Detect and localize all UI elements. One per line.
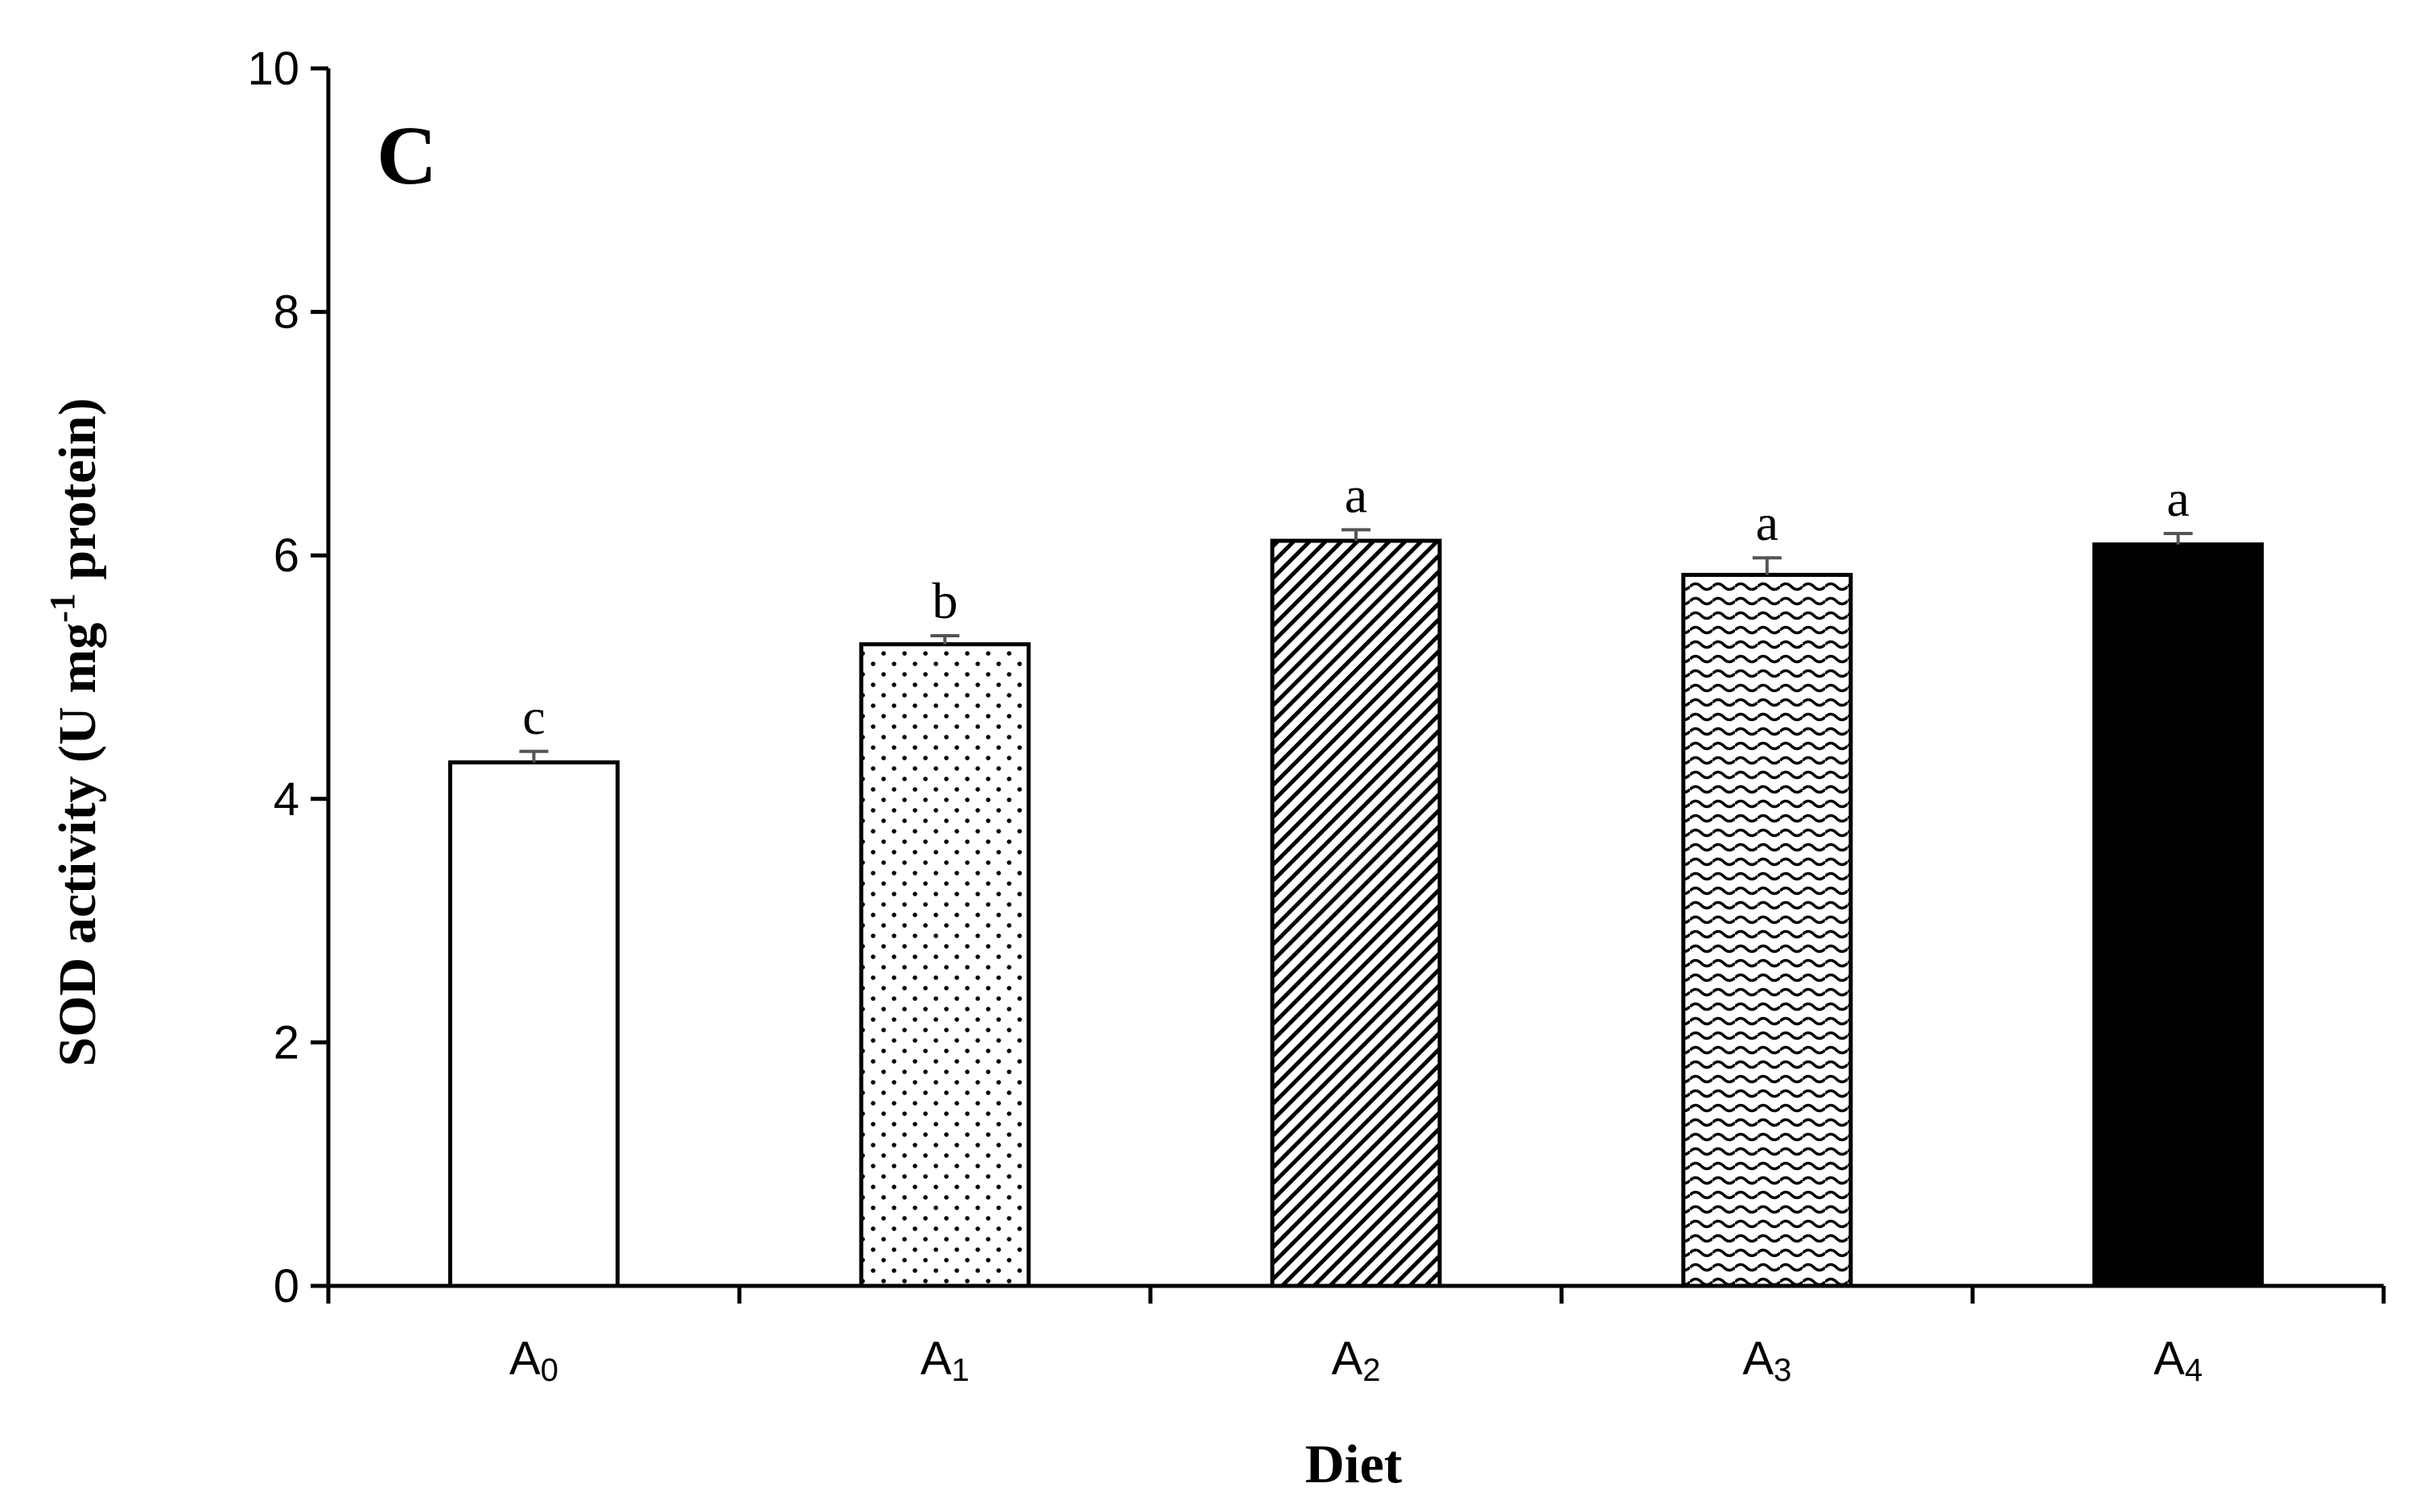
y-tick-label-8: 8 <box>274 286 299 339</box>
y-tick-label-2: 2 <box>274 1016 299 1069</box>
y-axis-label-main: SOD activity (U mg <box>48 623 107 1067</box>
significance-label-A1: b <box>932 572 958 629</box>
y-tick-label-4: 4 <box>274 773 299 826</box>
bar-A1 <box>859 642 1031 1288</box>
bar-A2 <box>1270 538 1442 1288</box>
category-label-A4: A4 <box>2153 1333 2203 1388</box>
significance-label-A3: a <box>1756 494 1778 551</box>
y-tick-label-10: 10 <box>247 43 299 95</box>
panel-label: C <box>377 109 437 202</box>
significance-label-A0: c <box>522 688 545 745</box>
bar-A3 <box>1681 572 1853 1288</box>
category-label-A2: A2 <box>1332 1333 1381 1388</box>
category-label-A0: A0 <box>509 1333 558 1388</box>
y-axis-label-end: protein) <box>48 398 107 593</box>
x-axis-label: Diet <box>1305 1433 1403 1494</box>
significance-label-A4: a <box>2166 470 2189 527</box>
category-label-A3: A3 <box>1742 1333 1791 1388</box>
category-label-A1: A1 <box>921 1333 970 1388</box>
bar-A4 <box>2092 542 2265 1288</box>
bar-A0 <box>447 760 620 1288</box>
y-tick-label-0: 0 <box>274 1260 299 1312</box>
significance-label-A2: a <box>1345 466 1367 523</box>
y-tick-label-6: 6 <box>274 529 299 582</box>
y-axis-label-sup: -1 <box>43 593 82 623</box>
y-axis-label: SOD activity (U mg-1 protein) <box>43 398 107 1066</box>
